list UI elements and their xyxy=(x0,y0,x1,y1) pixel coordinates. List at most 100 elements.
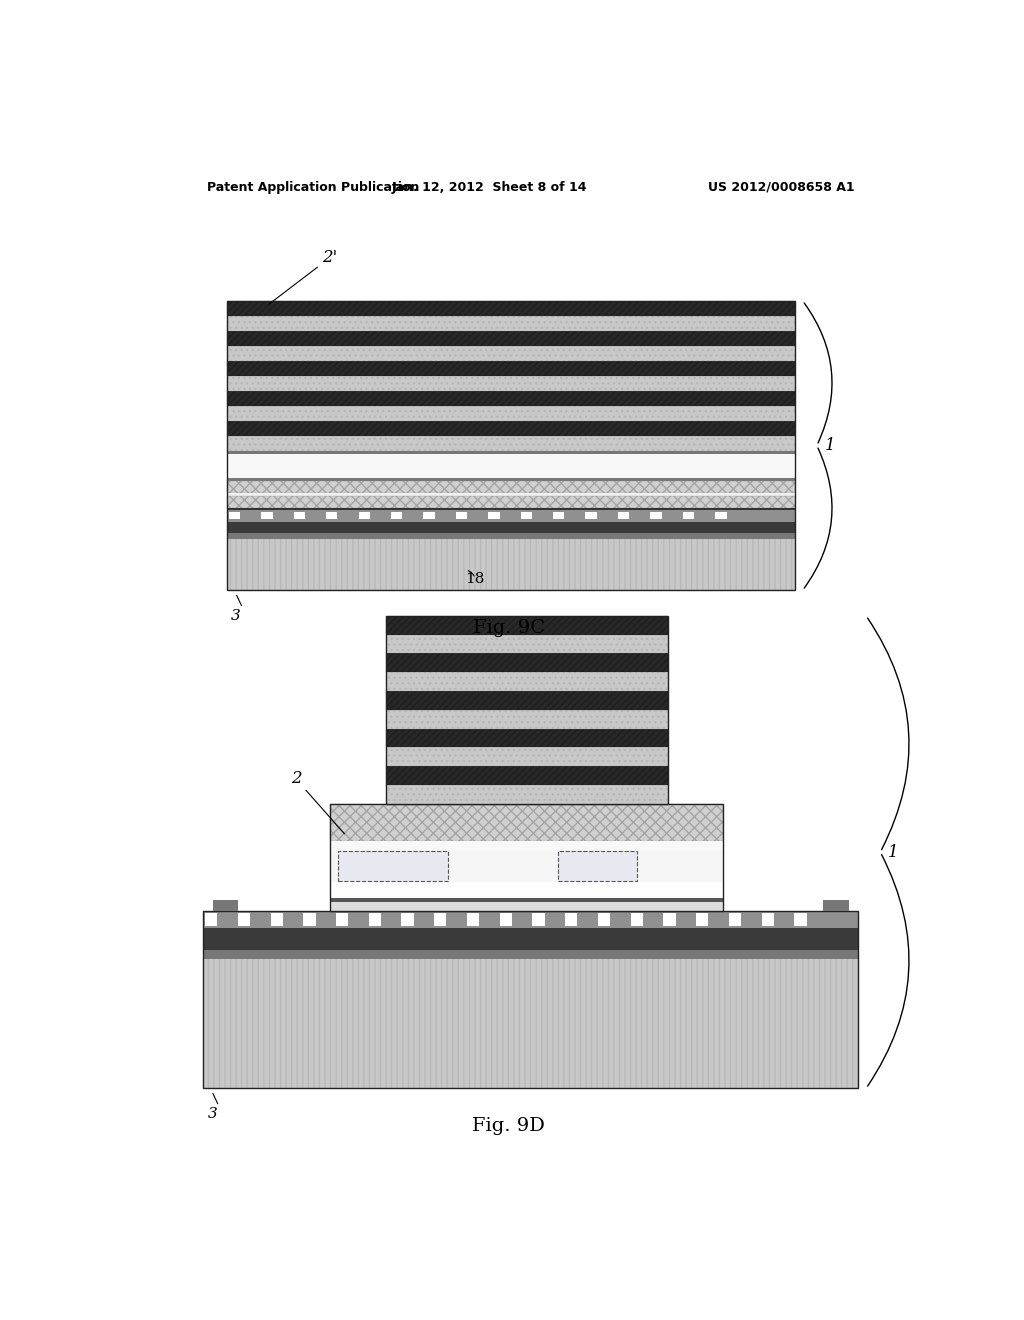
Bar xyxy=(386,690,668,710)
Bar xyxy=(795,913,807,925)
Bar xyxy=(227,360,795,376)
Bar xyxy=(558,851,637,880)
Bar xyxy=(823,900,849,911)
Bar xyxy=(336,913,348,925)
Bar xyxy=(696,913,709,925)
Bar xyxy=(331,850,723,882)
Bar xyxy=(227,407,795,421)
Bar xyxy=(228,512,241,519)
Bar xyxy=(227,346,795,360)
Bar xyxy=(227,508,795,510)
Bar xyxy=(386,729,668,747)
Bar xyxy=(467,913,479,925)
Bar xyxy=(331,841,723,850)
Bar xyxy=(386,766,668,785)
Bar xyxy=(227,301,795,315)
Bar xyxy=(631,913,643,925)
Bar xyxy=(386,616,668,635)
Bar xyxy=(204,911,858,1089)
Text: Fig. 9C: Fig. 9C xyxy=(473,619,545,636)
Bar xyxy=(227,315,795,331)
Bar xyxy=(762,913,774,925)
Bar xyxy=(227,492,795,496)
Bar xyxy=(386,672,668,690)
Bar xyxy=(617,512,630,519)
Bar xyxy=(386,615,668,804)
Bar xyxy=(386,635,668,653)
Bar xyxy=(205,913,217,925)
Bar xyxy=(227,451,795,454)
Bar xyxy=(386,710,668,729)
Bar xyxy=(227,533,795,539)
Bar xyxy=(227,539,795,590)
Bar xyxy=(650,512,662,519)
Bar xyxy=(204,958,858,1089)
Bar xyxy=(386,766,668,785)
Bar xyxy=(586,512,597,519)
Bar xyxy=(331,902,723,911)
Bar xyxy=(331,898,723,902)
Bar xyxy=(401,913,414,925)
Bar xyxy=(488,512,500,519)
Text: Fig. 9D: Fig. 9D xyxy=(472,1117,546,1135)
Bar xyxy=(386,653,668,672)
Bar xyxy=(227,407,795,421)
Bar xyxy=(238,913,250,925)
Bar xyxy=(227,437,795,451)
Bar xyxy=(227,391,795,407)
Text: 3: 3 xyxy=(207,1106,217,1121)
Bar xyxy=(369,913,381,925)
Bar xyxy=(227,437,795,451)
Text: Patent Application Publication: Patent Application Publication xyxy=(207,181,420,194)
Bar xyxy=(227,376,795,391)
Bar xyxy=(227,331,795,346)
Bar xyxy=(227,391,795,407)
Bar xyxy=(434,913,446,925)
Bar xyxy=(227,315,795,331)
Bar xyxy=(227,510,795,521)
Bar xyxy=(386,747,668,766)
Bar xyxy=(204,958,858,1089)
Bar xyxy=(565,913,578,925)
Bar xyxy=(227,360,795,376)
Bar xyxy=(227,521,795,533)
Bar xyxy=(664,913,676,925)
Bar xyxy=(227,480,795,492)
Bar xyxy=(456,512,467,519)
Text: 1: 1 xyxy=(824,437,836,454)
Bar xyxy=(386,729,668,747)
Text: 18: 18 xyxy=(466,570,485,586)
Bar xyxy=(386,785,668,804)
Bar xyxy=(386,747,668,766)
Bar xyxy=(683,512,694,519)
Bar xyxy=(532,913,545,925)
Text: 1: 1 xyxy=(888,843,899,861)
Bar xyxy=(386,616,668,635)
Bar xyxy=(261,512,272,519)
Text: 2': 2' xyxy=(269,249,338,304)
Text: US 2012/0008658 A1: US 2012/0008658 A1 xyxy=(708,181,854,194)
Text: Jan. 12, 2012  Sheet 8 of 14: Jan. 12, 2012 Sheet 8 of 14 xyxy=(391,181,587,194)
Bar xyxy=(326,512,338,519)
Bar xyxy=(270,913,283,925)
Bar xyxy=(227,346,795,360)
Bar xyxy=(386,710,668,729)
Bar xyxy=(386,690,668,710)
Bar xyxy=(715,512,727,519)
Bar xyxy=(331,804,723,911)
Bar xyxy=(227,539,795,590)
Bar xyxy=(520,512,532,519)
Bar xyxy=(227,301,795,590)
Bar xyxy=(227,301,795,590)
Bar xyxy=(386,635,668,653)
Bar xyxy=(598,913,610,925)
Bar xyxy=(391,512,402,519)
Bar xyxy=(227,376,795,391)
Bar xyxy=(386,785,668,804)
Bar xyxy=(204,949,858,958)
Bar xyxy=(204,928,858,949)
Bar xyxy=(358,512,370,519)
Bar xyxy=(227,454,795,478)
Text: 2: 2 xyxy=(291,771,344,834)
Bar xyxy=(386,672,668,690)
